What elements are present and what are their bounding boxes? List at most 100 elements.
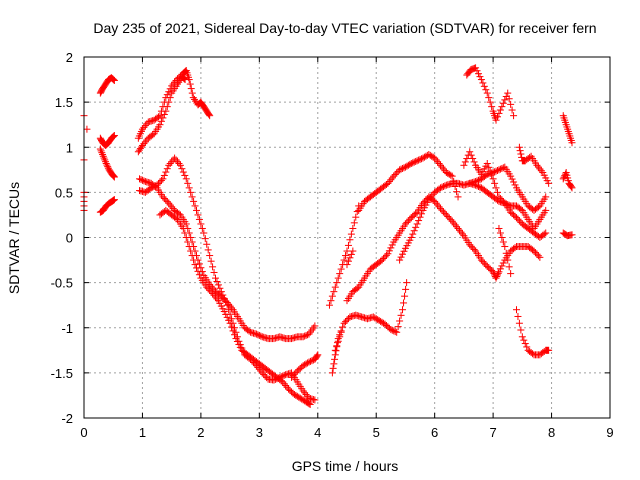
data-point (391, 328, 399, 336)
data-point (425, 196, 433, 204)
data-point (523, 343, 531, 351)
data-point (180, 74, 188, 82)
data-point (493, 188, 501, 196)
data-point (454, 224, 462, 232)
data-point (187, 85, 195, 93)
data-points (80, 64, 576, 408)
data-point (369, 313, 377, 321)
data-point (476, 183, 484, 191)
data-point (400, 247, 408, 255)
data-point (385, 247, 393, 255)
data-point (469, 155, 477, 163)
data-point (263, 374, 271, 382)
data-point (228, 315, 236, 323)
data-point (254, 331, 262, 339)
data-point (331, 346, 339, 354)
data-point (191, 202, 199, 210)
data-point (504, 89, 512, 97)
data-point (534, 252, 542, 260)
data-point (520, 336, 528, 344)
data-point (203, 240, 211, 248)
data-point (396, 317, 404, 325)
data-point (467, 151, 475, 159)
data-point (200, 229, 208, 237)
data-point (483, 159, 491, 167)
data-point (391, 171, 399, 179)
data-point (475, 183, 482, 191)
data-point (401, 292, 409, 300)
data-point (382, 180, 390, 188)
x-tick-label: 7 (489, 425, 496, 440)
data-point (437, 205, 445, 213)
data-point (349, 224, 357, 232)
data-point (537, 167, 545, 175)
data-point (175, 159, 183, 167)
data-point (403, 218, 411, 226)
data-point (413, 220, 421, 228)
data-point (150, 183, 158, 191)
data-point (313, 352, 321, 360)
data-point (333, 342, 341, 350)
data-point (245, 327, 253, 335)
data-point (401, 163, 409, 171)
data-point (216, 284, 224, 292)
data-point (159, 114, 167, 122)
data-point (501, 96, 509, 104)
data-point (412, 223, 420, 231)
data-point (416, 155, 424, 163)
data-point (472, 64, 480, 72)
data-point (512, 214, 520, 222)
data-point (187, 188, 195, 196)
data-point (166, 201, 174, 209)
data-point (209, 289, 217, 297)
data-point (340, 256, 348, 264)
data-point (352, 213, 360, 221)
x-tick-label: 4 (314, 425, 321, 440)
data-point (340, 319, 348, 327)
data-point (412, 210, 420, 218)
data-point (501, 243, 509, 251)
x-tick-label: 9 (606, 425, 613, 440)
data-point (299, 333, 307, 341)
data-point (311, 396, 319, 404)
data-point (477, 76, 485, 84)
data-point (302, 391, 310, 399)
data-point (567, 183, 575, 191)
data-point (304, 359, 312, 367)
y-tick-label: -2 (61, 411, 73, 426)
data-point (390, 172, 398, 180)
data-point (473, 177, 481, 185)
data-point (225, 306, 233, 314)
data-point (226, 302, 234, 310)
data-point (516, 147, 524, 155)
data-point (401, 220, 409, 228)
data-point (192, 97, 200, 105)
chart-title: Day 235 of 2021, Sidereal Day-to-day VTE… (93, 20, 596, 36)
data-point (220, 308, 228, 316)
data-point (99, 152, 107, 160)
data-point (485, 163, 493, 171)
data-point (137, 176, 145, 184)
data-point (431, 197, 439, 205)
data-point (542, 229, 550, 237)
data-point (110, 173, 118, 181)
data-point (476, 73, 484, 81)
data-point (495, 166, 503, 174)
data-point (187, 247, 195, 255)
data-point (491, 179, 499, 187)
data-point (331, 355, 339, 363)
data-point (461, 158, 469, 166)
data-point (146, 185, 154, 193)
data-point (298, 395, 306, 403)
data-point (482, 86, 490, 94)
data-point (289, 372, 297, 380)
data-point (479, 79, 487, 87)
data-point (450, 219, 458, 227)
data-point (100, 154, 108, 162)
data-point (419, 154, 427, 162)
series-arc-p (396, 179, 550, 264)
data-point (460, 161, 468, 169)
data-point (292, 391, 300, 399)
data-point (159, 193, 167, 201)
grid-lines (84, 57, 610, 418)
